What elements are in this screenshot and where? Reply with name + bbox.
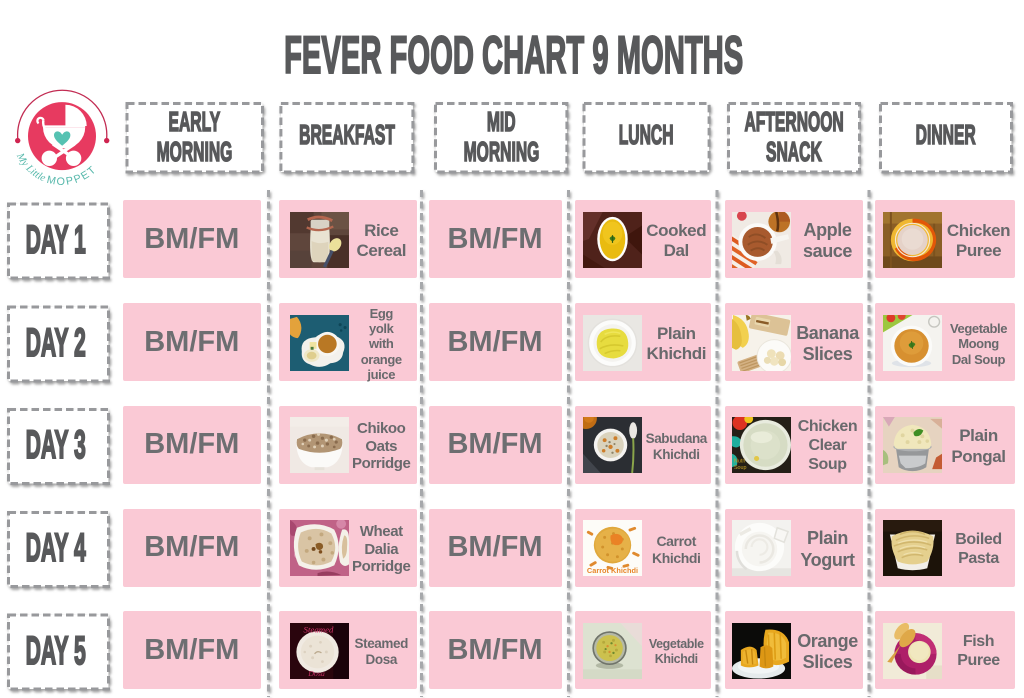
svg-text:Carrot Khichdi: Carrot Khichdi <box>587 566 638 575</box>
svg-text:Nutri: Nutri <box>734 458 745 464</box>
svg-text:Steamed: Steamed <box>304 624 335 634</box>
svg-text:Dosa: Dosa <box>307 669 325 678</box>
svg-text:Soup: Soup <box>734 465 747 471</box>
